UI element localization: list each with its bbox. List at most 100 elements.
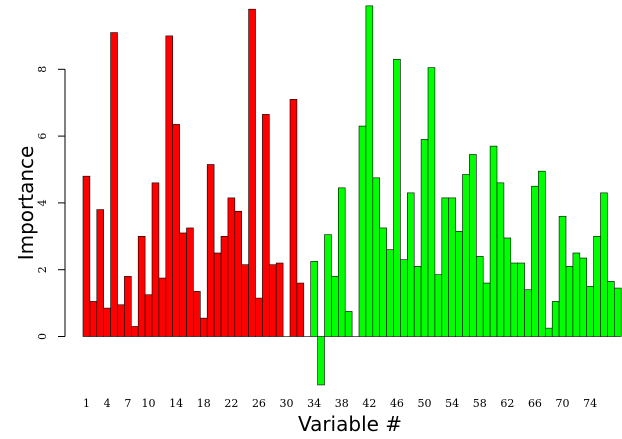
bar-variable-12 [158,277,167,337]
x-tick-label: 38 [335,397,349,410]
bar-variable-21 [220,236,229,337]
x-tick-label: 22 [224,397,238,410]
bar-variable-72 [572,252,581,337]
x-tick-label: 66 [528,397,542,410]
bar-variable-46 [393,58,401,337]
bar-variable-41 [358,125,367,337]
bar-variable-34 [310,261,318,337]
x-tick-label: 4 [104,397,111,410]
bar-variable-50 [420,139,429,337]
y-axis: 0 2 4 6 8 [36,66,66,340]
bar-variable-66 [531,185,539,337]
bar-variable-28 [268,264,277,337]
x-tick-label: 18 [197,397,211,410]
bar-variable-53 [441,197,449,337]
bar-variable-56 [462,174,470,337]
bar-variable-1 [82,175,91,337]
bar-variable-44 [379,227,387,337]
bar-variable-51 [427,67,436,337]
bar-variable-16 [186,227,194,337]
bar-variable-9 [137,236,146,337]
bar-variable-74 [586,286,594,337]
bar-variable-6 [117,304,125,337]
bar-variable-22 [227,197,236,337]
bar-variable-42 [365,5,374,337]
x-tick-label: 34 [307,397,321,410]
bar-variable-48 [406,192,415,337]
bar-variable-2 [89,301,98,337]
bar-variable-14 [172,124,180,337]
bar-variable-57 [469,154,477,337]
x-tick-label: 42 [362,397,376,410]
bar-variable-8 [131,326,139,337]
bar-variable-54 [448,197,456,337]
bar-variable-64 [517,262,525,337]
x-tick-label: 26 [252,397,266,410]
bar-variable-23 [234,210,243,337]
y-tick-label: 2 [36,266,49,273]
y-tick-label: 6 [36,133,49,140]
bar-variable-69 [551,301,560,337]
bar-variable-63 [510,262,518,337]
bar-variable-49 [413,266,422,337]
bar-variable-71 [565,266,574,337]
bar-variable-70 [558,215,567,337]
bar-variable-59 [482,282,491,337]
bar-variable-62 [503,237,512,337]
bar-variable-55 [455,230,463,337]
bar-variable-25 [248,8,256,337]
bar-variable-11 [151,182,160,337]
x-tick-label: 1 [83,397,90,410]
bar-variable-60 [489,145,498,337]
bar-variable-58 [475,256,484,337]
bar-variable-32 [296,282,305,337]
x-tick-label: 54 [445,397,459,410]
x-tick-label: 70 [556,397,570,410]
bar-variable-26 [255,297,263,337]
bar-variable-7 [124,276,132,337]
bar-variable-73 [579,257,587,337]
bar-variable-18 [200,317,208,337]
x-tick-label: 50 [418,397,432,410]
bar-variable-38 [337,187,346,337]
bar-variable-67 [538,170,546,337]
bar-variable-4 [103,307,111,337]
x-tick-label: 7 [124,397,131,410]
bar-variable-19 [206,164,215,337]
x-tick-label: 62 [500,397,514,410]
bar-variable-37 [331,276,339,337]
bar-variable-78 [613,287,622,337]
bar-variable-68 [544,327,553,337]
bar-variable-43 [372,177,380,337]
x-axis-title: Variable # [298,412,402,436]
bar-variable-27 [262,114,270,337]
bar-variable-77 [607,281,615,337]
bars-group [82,5,622,386]
bar-variable-10 [144,294,153,337]
bar-variable-29 [275,262,284,337]
y-tick-label: 4 [36,199,49,206]
x-tick-labels: 1 4 7 10 14 18 22 26 30 34 38 42 46 50 54 58 62 66 70 74 [83,397,597,410]
bar-variable-39 [344,311,353,337]
bar-variable-5 [110,32,118,337]
bar-variable-15 [179,232,187,337]
bar-variable-36 [324,234,332,337]
y-tick-label: 0 [36,333,49,340]
bar-variable-31 [289,99,298,337]
bar-variable-3 [96,209,105,337]
x-tick-label: 30 [280,397,294,410]
bar-variable-35 [317,336,325,386]
x-tick-label: 46 [390,397,404,410]
bar-variable-13 [165,35,174,337]
bar-variable-61 [496,182,505,337]
bar-variable-47 [400,259,408,337]
x-tick-label: 58 [473,397,487,410]
bar-variable-76 [600,192,608,337]
bar-variable-20 [213,252,222,337]
bar-variable-65 [524,289,532,337]
bar-variable-45 [386,249,394,337]
x-tick-label: 14 [169,397,183,410]
y-axis-title: Importance [14,146,38,261]
bar-variable-75 [593,236,601,337]
